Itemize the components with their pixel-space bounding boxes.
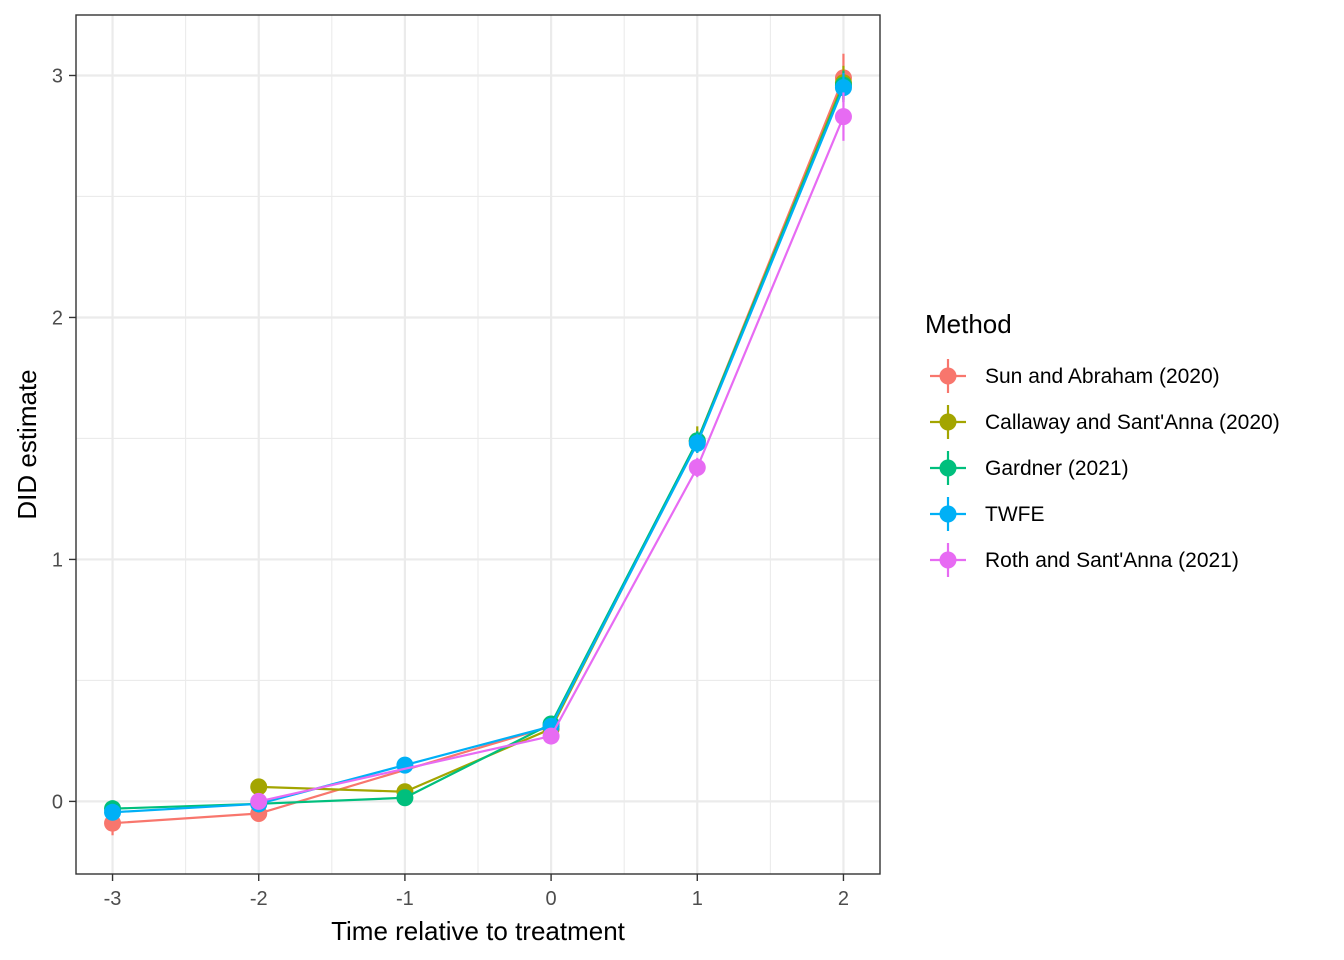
- y-axis-title: DID estimate: [12, 369, 42, 519]
- legend-label: TWFE: [985, 503, 1044, 526]
- legend-key: [930, 497, 966, 531]
- data-point: [834, 108, 852, 126]
- series-layer: [104, 53, 852, 836]
- x-tick-label: 1: [692, 888, 703, 910]
- legend-key-point: [939, 551, 957, 569]
- legend-key: [930, 405, 966, 439]
- x-tick-label: -2: [250, 888, 268, 910]
- series-line: [112, 87, 845, 814]
- legend-label: Gardner (2021): [985, 457, 1129, 480]
- data-point: [834, 79, 852, 97]
- legend-label: Callaway and Sant'Anna (2020): [985, 411, 1280, 434]
- legend-key: [930, 451, 966, 485]
- legend-key-point: [939, 459, 957, 477]
- x-axis-title: Time relative to treatment: [331, 916, 626, 946]
- legend-key: [930, 543, 966, 577]
- data-point: [542, 727, 560, 745]
- y-tick-label: 2: [52, 307, 63, 329]
- x-tick-label: -1: [396, 888, 414, 910]
- data-point: [104, 803, 122, 821]
- legend-title: Method: [925, 309, 1012, 339]
- x-tick-label: 0: [546, 888, 557, 910]
- legend: Method Sun and Abraham (2020) Callaway an…: [925, 309, 1280, 577]
- axes: -3 -2 -1 0 1 2 0 1 2 3: [52, 65, 849, 910]
- data-point: [396, 789, 414, 807]
- data-point: [250, 792, 268, 810]
- series-line: [258, 116, 845, 803]
- legend-label: Sun and Abraham (2020): [985, 365, 1220, 388]
- y-tick-label: 0: [52, 791, 63, 813]
- data-point: [250, 778, 268, 796]
- legend-key-point: [939, 413, 957, 431]
- legend-key: [930, 359, 966, 393]
- legend-key-point: [939, 505, 957, 523]
- y-tick-label: 1: [52, 549, 63, 571]
- x-tick-label: 2: [838, 888, 849, 910]
- data-point: [688, 458, 706, 476]
- legend-key-point: [939, 367, 957, 385]
- y-tick-label: 3: [52, 65, 63, 87]
- plot-panel-border: [75, 14, 881, 875]
- data-point: [688, 434, 706, 452]
- series-5: [250, 92, 852, 810]
- legend-label: Roth and Sant'Anna (2021): [985, 549, 1239, 572]
- x-tick-label: -3: [104, 888, 122, 910]
- series-4: [104, 73, 852, 821]
